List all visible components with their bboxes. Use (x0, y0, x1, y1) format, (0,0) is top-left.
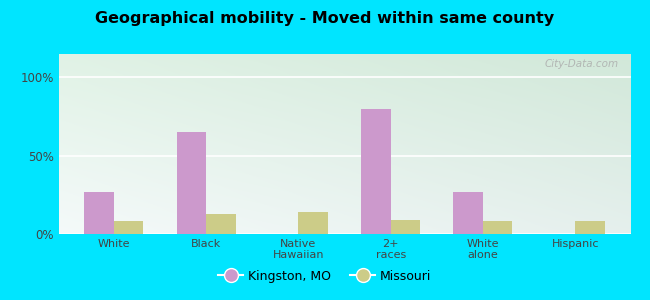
Bar (206, 214, 236, 234)
Bar (177, 132, 206, 234)
Legend: Kingston, MO, Missouri: Kingston, MO, Missouri (213, 265, 437, 288)
Bar (84, 192, 114, 234)
Bar (114, 221, 144, 234)
Bar (575, 221, 604, 234)
Text: Geographical mobility - Moved within same county: Geographical mobility - Moved within sam… (96, 11, 554, 26)
Bar (391, 220, 420, 234)
Text: City-Data.com: City-Data.com (545, 59, 619, 69)
Bar (361, 109, 391, 234)
Bar (298, 212, 328, 234)
Bar (453, 192, 483, 234)
Bar (483, 221, 512, 234)
